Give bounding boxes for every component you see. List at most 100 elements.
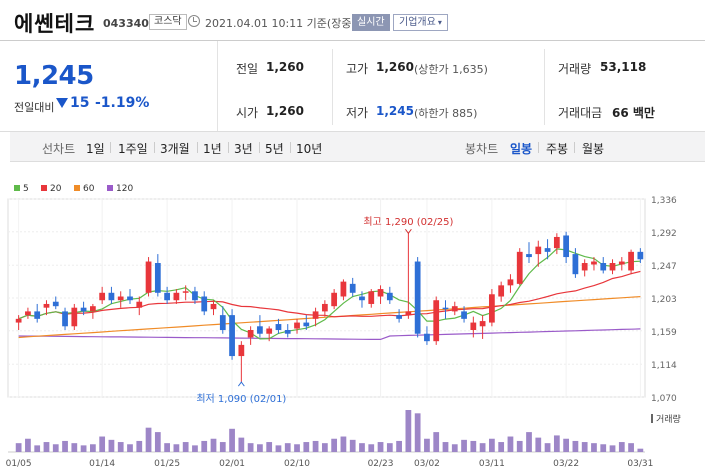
- candle-body: [127, 296, 133, 301]
- x-tick-label: 03/22: [553, 459, 579, 469]
- volume-bar: [62, 440, 68, 452]
- x-tick-label: 03/02: [414, 459, 440, 469]
- period-3m[interactable]: 3개월: [160, 142, 190, 156]
- y-tick-label: 1,114: [651, 361, 677, 371]
- x-tick-label: 02/23: [368, 459, 394, 469]
- volume-bar: [489, 438, 495, 452]
- volume-bar: [516, 440, 523, 452]
- volume-label: 거래량: [558, 62, 592, 76]
- candle-body: [145, 261, 152, 293]
- period-3y[interactable]: 3년: [234, 142, 253, 156]
- period-5y[interactable]: 5년: [265, 142, 284, 156]
- period-1y[interactable]: 1년: [203, 142, 222, 156]
- x-tick-label: 01/25: [154, 459, 180, 469]
- trade-value: 66 백만: [612, 106, 655, 120]
- separator: [197, 142, 198, 153]
- legend-label: 60: [83, 184, 95, 194]
- volume-bar: [396, 440, 402, 452]
- candle-body: [266, 328, 273, 334]
- y-tick-label: 1,159: [651, 328, 677, 338]
- quote-panel: 1,245 전일대비 15 -1.19% 전일 1,260 시가 1,260 고…: [0, 40, 705, 132]
- candle-body: [609, 263, 616, 271]
- divider: [332, 49, 333, 125]
- max-annotation: 최고 1,290 (02/25): [363, 216, 453, 228]
- market-badge: 코스닥: [149, 14, 187, 30]
- candle-body: [563, 235, 570, 258]
- candle-body: [210, 303, 217, 310]
- candlestick-chart[interactable]: 5 20 60 120 1,336 1,292 1,247 1,203 1,159 1,114 1,…: [0, 170, 705, 475]
- volume-bar: [192, 445, 198, 452]
- volume-bar: [99, 436, 106, 452]
- candle-body: [340, 281, 347, 297]
- company-info-label: 기업개요: [399, 17, 436, 28]
- period-1d[interactable]: 1일: [86, 142, 105, 156]
- candle-body: [489, 294, 495, 323]
- candle-body: [405, 311, 412, 316]
- period-1w[interactable]: 1주일: [118, 142, 148, 156]
- volume-bar: [349, 439, 356, 452]
- volume-bar: [461, 439, 467, 452]
- high-value: 1,260: [376, 60, 414, 74]
- candle-body: [331, 292, 338, 307]
- lower-limit: (하한가 885): [414, 107, 478, 120]
- candle-body: [433, 300, 440, 342]
- volume-legend-mark: [651, 414, 653, 423]
- line-chart-label: 선차트: [42, 142, 76, 156]
- volume-bar: [266, 442, 273, 452]
- candle-body: [173, 292, 180, 301]
- candle-body: [507, 279, 514, 286]
- volume-bar: [80, 445, 87, 452]
- volume-bar: [572, 440, 579, 452]
- candle-body: [99, 292, 106, 301]
- separator: [228, 142, 229, 153]
- period-daily[interactable]: 일봉: [510, 142, 533, 156]
- volume-bar: [424, 438, 430, 452]
- volume-bar: [173, 444, 180, 452]
- separator: [110, 142, 111, 153]
- prev-close-value: 1,260: [266, 60, 304, 74]
- volume-bar: [331, 438, 338, 452]
- open-value: 1,260: [266, 104, 304, 118]
- candle-body: [349, 283, 356, 293]
- volume-bar: [581, 442, 588, 452]
- x-tick-label: 03/11: [479, 459, 505, 469]
- candle-body: [461, 311, 467, 319]
- candle-body: [516, 251, 523, 284]
- candle-body: [201, 296, 208, 312]
- candle-body: [321, 303, 328, 312]
- chevron-down-icon: ▾: [437, 18, 442, 27]
- candle-body: [368, 291, 375, 304]
- candle-body: [15, 318, 22, 323]
- volume-bar: [377, 442, 384, 452]
- volume-bar: [303, 442, 310, 452]
- volume-label: 거래량: [656, 413, 681, 425]
- realtime-button[interactable]: 실시간: [352, 14, 390, 31]
- candle-body: [535, 246, 542, 255]
- candle-body: [136, 301, 143, 308]
- stock-code: 043340: [103, 17, 149, 30]
- period-10y[interactable]: 10년: [296, 142, 323, 156]
- volume-bar: [433, 432, 440, 452]
- volume-bar: [34, 445, 41, 452]
- volume-bar: [201, 440, 208, 452]
- stock-header: 에쎈테크 043340 코스닥 2021.04.01 10:11 기준(장중) …: [0, 0, 705, 38]
- candle-body: [182, 291, 189, 293]
- candle-body: [62, 311, 68, 327]
- volume-bar: [210, 438, 217, 452]
- y-tick-label: 1,292: [651, 229, 677, 239]
- candle-body: [600, 263, 607, 271]
- candle-body: [275, 324, 282, 331]
- volume-bar: [544, 443, 551, 452]
- company-info-dropdown[interactable]: 기업개요 ▾: [393, 14, 448, 31]
- candle-body: [89, 306, 96, 312]
- volume-bar: [284, 443, 291, 452]
- period-monthly[interactable]: 월봉: [582, 142, 605, 156]
- volume-bar: [219, 442, 226, 452]
- min-annotation: 최저 1,090 (02/01): [196, 393, 286, 405]
- candle-body: [470, 322, 477, 331]
- volume-bar: [321, 443, 328, 452]
- period-weekly[interactable]: 주봉: [546, 142, 569, 156]
- volume-bar: [127, 444, 133, 452]
- volume-bar: [25, 438, 31, 452]
- volume-bar: [526, 432, 532, 452]
